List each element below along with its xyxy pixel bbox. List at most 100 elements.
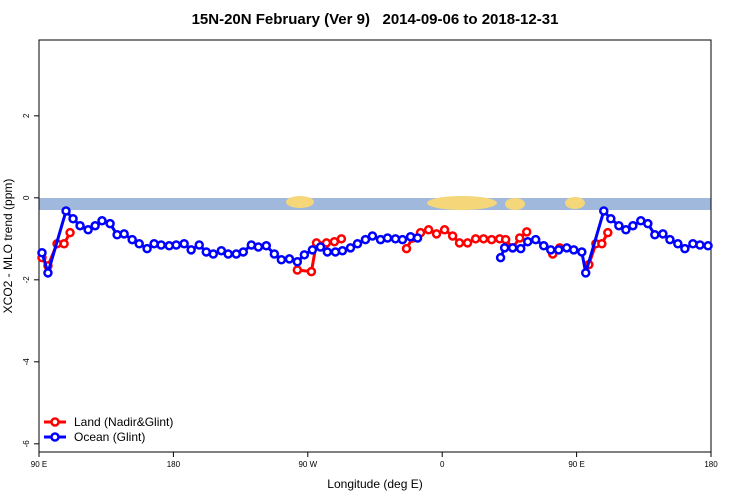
- data-point: [68, 213, 78, 224]
- data-point: [530, 234, 541, 245]
- data-point: [695, 240, 705, 250]
- data-point: [119, 229, 129, 239]
- data-point: [439, 225, 450, 235]
- data-point: [345, 243, 356, 253]
- data-point: [401, 243, 412, 254]
- data-point: [352, 238, 363, 249]
- data-point: [105, 218, 115, 229]
- data-point: [261, 241, 272, 251]
- data-point: [515, 243, 526, 254]
- legend-marker: [50, 432, 60, 442]
- data-point: [127, 234, 137, 245]
- data-point: [658, 229, 668, 239]
- data-point: [673, 238, 683, 249]
- data-point: [179, 238, 189, 249]
- map-strip: [39, 196, 711, 210]
- data-point: [680, 243, 690, 254]
- data-point: [423, 225, 434, 235]
- data-point: [43, 268, 53, 278]
- data-point: [454, 238, 465, 248]
- data-point: [665, 234, 675, 245]
- data-point: [478, 234, 489, 244]
- y-tick-label: -4: [22, 358, 31, 366]
- data-point: [462, 238, 473, 248]
- data-point: [546, 245, 556, 255]
- y-tick-label: -2: [22, 276, 31, 284]
- data-point: [606, 213, 616, 224]
- data-point: [514, 233, 525, 243]
- data-point: [650, 229, 660, 240]
- data-point: [500, 234, 511, 245]
- data-point: [412, 233, 423, 243]
- data-point: [577, 247, 587, 257]
- data-point: [306, 266, 317, 277]
- data-point: [65, 227, 75, 238]
- y-tick-label: -6: [22, 440, 31, 448]
- x-tick-label: 90 W: [298, 460, 317, 469]
- data-point: [614, 220, 624, 231]
- data-point: [495, 252, 506, 263]
- x-tick-label: 0: [440, 460, 445, 469]
- data-point: [499, 243, 510, 253]
- data-point: [553, 245, 564, 255]
- y-tick-label: 0: [22, 195, 31, 200]
- data-point: [597, 238, 607, 249]
- data-point: [59, 238, 69, 249]
- data-point: [292, 265, 303, 275]
- legend-label: Ocean (Glint): [74, 430, 145, 444]
- data-point: [37, 248, 47, 258]
- legend-label: Land (Nadir&Glint): [74, 415, 173, 429]
- x-tick-label: 180: [704, 460, 718, 469]
- data-point: [322, 247, 333, 257]
- data-point: [621, 225, 631, 235]
- data-point: [61, 206, 71, 216]
- data-point: [360, 234, 371, 245]
- data-point: [171, 240, 181, 250]
- data-point: [208, 249, 219, 259]
- x-tick-label: 180: [167, 460, 181, 469]
- data-point: [703, 241, 713, 251]
- data-point: [431, 229, 442, 239]
- data-point: [307, 245, 318, 255]
- data-point: [599, 206, 609, 216]
- data-point: [284, 254, 295, 264]
- data-point: [238, 247, 249, 257]
- data-point: [75, 220, 85, 231]
- data-point: [194, 240, 204, 250]
- data-point: [156, 240, 166, 250]
- data-point: [336, 234, 347, 244]
- legend-marker: [50, 417, 60, 427]
- x-tick-label: 90 E: [31, 460, 47, 469]
- data-point: [486, 234, 497, 245]
- data-point: [470, 234, 481, 244]
- data-point: [521, 227, 532, 237]
- data-point: [253, 242, 264, 252]
- data-point: [397, 234, 408, 245]
- data-point: [142, 243, 152, 254]
- data-point: [292, 257, 303, 267]
- data-point: [134, 238, 144, 249]
- data-point: [580, 268, 591, 278]
- data-point: [337, 245, 348, 256]
- data-point: [276, 254, 287, 265]
- x-axis-label: Longitude (deg E): [327, 477, 422, 491]
- data-point: [90, 220, 100, 231]
- data-point: [569, 245, 579, 255]
- x-tick-label: 90 E: [568, 460, 584, 469]
- data-point: [97, 216, 107, 226]
- data-point: [269, 249, 280, 259]
- data-point: [382, 233, 393, 243]
- data-point: [83, 225, 93, 235]
- data-point: [507, 243, 518, 253]
- data-point: [447, 231, 458, 241]
- data-point: [315, 242, 326, 252]
- y-axis-label: XCO2 - MLO trend (ppm): [1, 179, 15, 314]
- data-point: [523, 236, 533, 247]
- y-tick-label: 2: [22, 113, 31, 118]
- data-point: [299, 250, 310, 260]
- data-point: [186, 245, 196, 255]
- data-point: [538, 241, 549, 251]
- data-point: [603, 227, 613, 238]
